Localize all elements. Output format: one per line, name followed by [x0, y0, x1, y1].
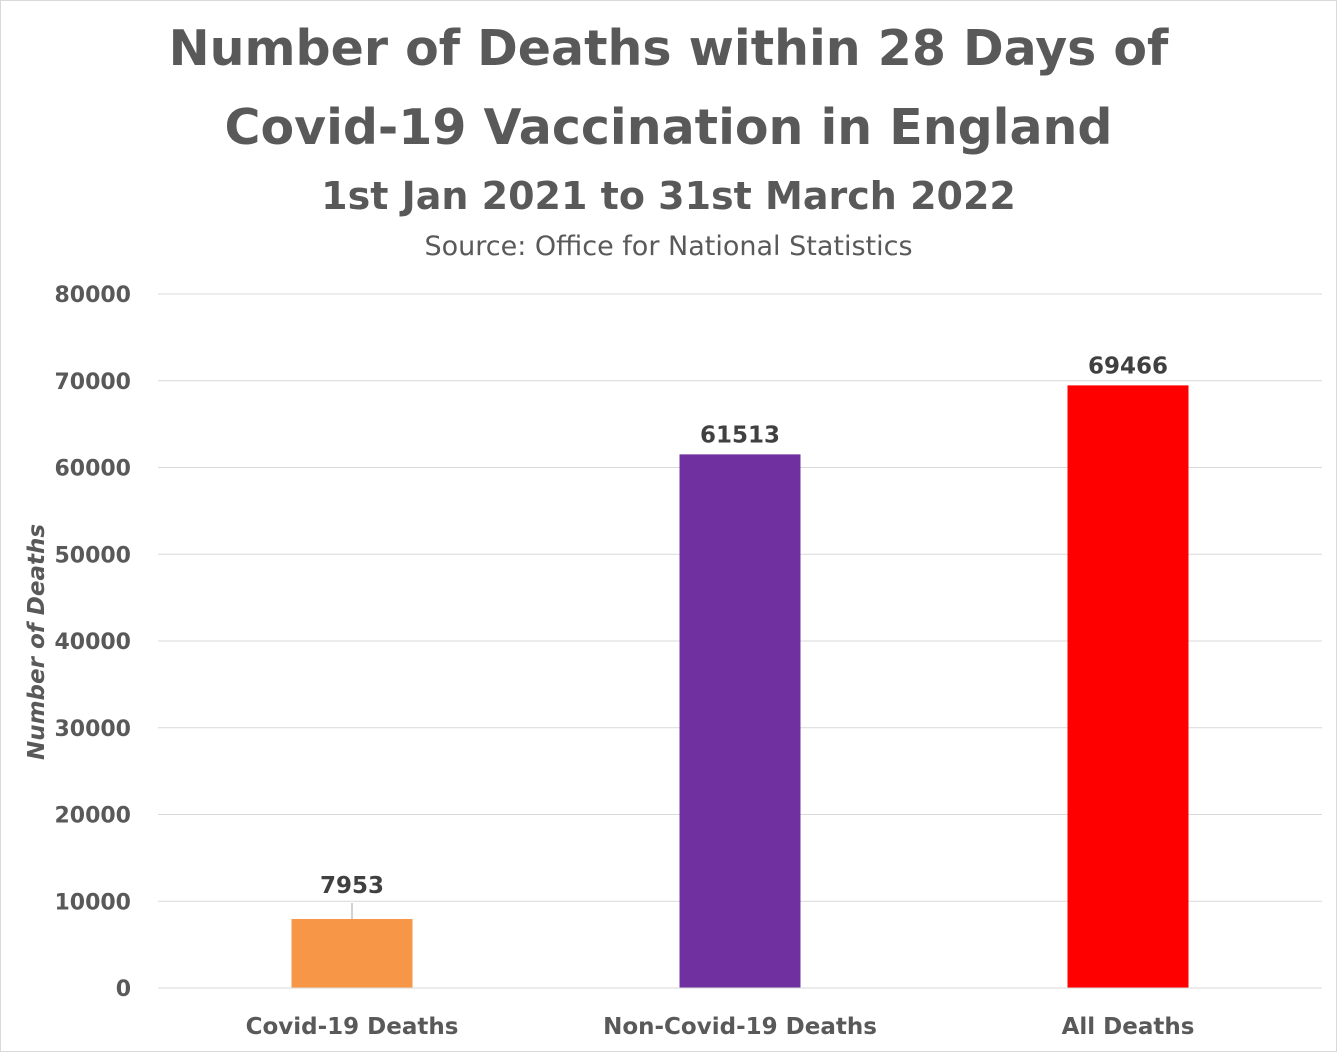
chart-subtitle: 1st Jan 2021 to 31st March 2022 [321, 174, 1016, 218]
x-tick-label: Covid-19 Deaths [246, 1014, 459, 1040]
y-tick-label: 10000 [54, 890, 131, 915]
bar [1067, 385, 1189, 988]
y-tick-label: 20000 [54, 804, 131, 829]
data-label: 61513 [700, 422, 780, 448]
y-tick-label: 60000 [54, 457, 131, 482]
chart-source: Source: Office for National Statistics [424, 231, 913, 262]
x-tick-label: All Deaths [1062, 1014, 1195, 1040]
chart-title-line-2: Covid-19 Vaccination in England [224, 99, 1113, 156]
bar [291, 919, 413, 988]
bar [679, 454, 801, 988]
y-tick-label: 30000 [54, 717, 131, 742]
chart-title-line-1: Number of Deaths within 28 Days of [168, 20, 1169, 77]
y-tick-label: 50000 [54, 543, 131, 568]
y-axis-label: Number of Deaths [24, 524, 50, 760]
data-label: 69466 [1088, 353, 1168, 379]
data-label: 7953 [320, 873, 384, 899]
y-tick-label: 40000 [54, 630, 131, 655]
y-tick-label: 70000 [54, 370, 131, 395]
x-tick-label: Non-Covid-19 Deaths [603, 1014, 877, 1040]
y-tick-label: 0 [116, 977, 131, 1002]
y-tick-label: 80000 [54, 283, 131, 308]
